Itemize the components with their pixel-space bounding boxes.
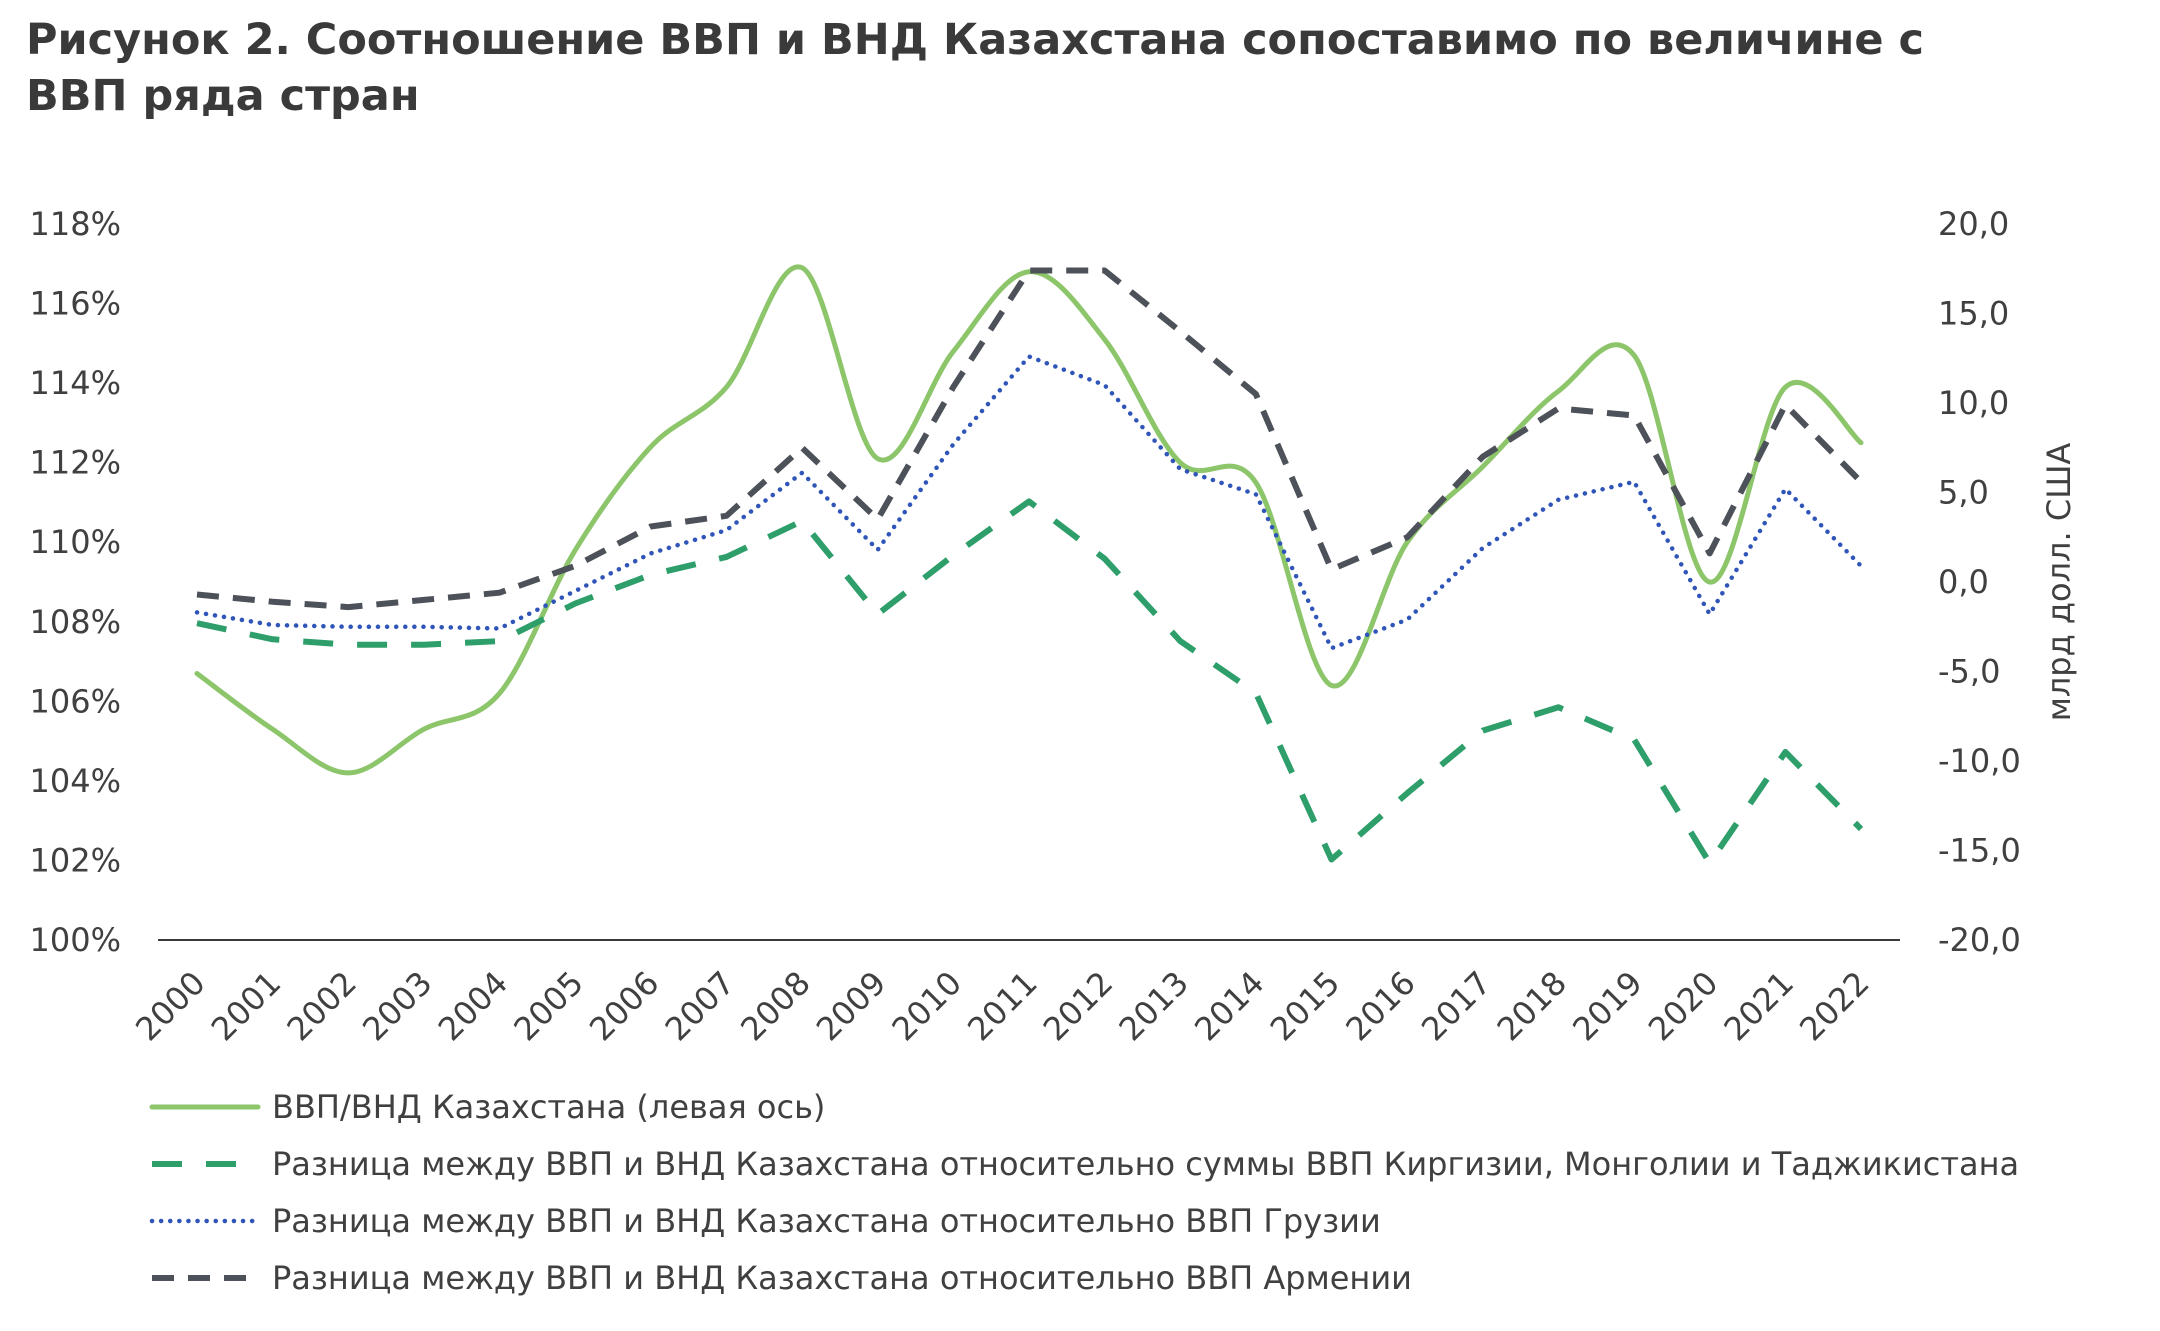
y-left-tick-label: 100%: [30, 921, 121, 959]
y-left-tick-label: 106%: [30, 682, 121, 720]
x-tick-label: 2013: [1111, 964, 1195, 1048]
x-tick-label: 2001: [204, 964, 288, 1048]
x-tick-label: 2000: [128, 964, 212, 1048]
y-right-tick-label: 15,0: [1938, 295, 2009, 333]
y-left-tick-label: 118%: [30, 205, 121, 243]
x-tick-label: 2005: [506, 964, 590, 1048]
y-right-tick-label: -15,0: [1938, 832, 2021, 870]
y-right-tick-label: -5,0: [1938, 653, 2000, 691]
x-tick-label: 2019: [1565, 964, 1649, 1048]
x-tick-label: 2008: [733, 964, 817, 1048]
y-left-tick-label: 104%: [30, 762, 121, 800]
x-tick-label: 2006: [582, 964, 666, 1048]
y-right-tick-label: -10,0: [1938, 742, 2021, 780]
legend-label-1: ВВП/ВНД Казахстана (левая ось): [272, 1088, 825, 1126]
x-tick-label: 2003: [355, 964, 439, 1048]
series-line-3: [194, 354, 1864, 651]
y-left-tick-label: 112%: [30, 444, 121, 482]
series-line-4: [196, 267, 1864, 611]
y-right-tick-label: -20,0: [1938, 921, 2021, 959]
x-tick-label: 2002: [279, 964, 363, 1048]
x-tick-label: 2004: [431, 964, 515, 1048]
y-left-tick-label: 114%: [30, 364, 121, 402]
x-tick-label: 2009: [809, 964, 893, 1048]
legend-label-4: Разница между ВВП и ВНД Казахстана относ…: [272, 1259, 1412, 1297]
legend: ВВП/ВНД Казахстана (левая ось) Разница ме…: [149, 1088, 2019, 1297]
x-tick-label: 2016: [1338, 964, 1422, 1048]
series-line-1: [194, 264, 1864, 776]
x-tick-label: 2010: [885, 964, 969, 1048]
x-tick-label: 2011: [960, 964, 1044, 1048]
series-layer: [194, 264, 1864, 866]
x-tick-label: 2007: [658, 964, 742, 1048]
y-left-tick-label: 110%: [30, 523, 121, 561]
chart-title: Рисунок 2. Соотношение ВВП и ВНД Казахст…: [26, 15, 1924, 121]
y-right-axis-title: млрд долл. США: [2040, 443, 2078, 722]
y-right-tick-label: 20,0: [1938, 205, 2009, 243]
axes: 100% 102% 104% 106% 108% 110% 112% 114% 116% 118%…: [30, 205, 2078, 1048]
series-line-2: [196, 498, 1864, 866]
x-tick-label: 2021: [1717, 964, 1801, 1048]
y-left-tick-label: 116%: [30, 285, 121, 323]
y-right-tick-label: 10,0: [1938, 384, 2009, 422]
x-tick-label: 2020: [1641, 964, 1725, 1048]
x-tick-label: 2014: [1187, 964, 1271, 1048]
x-tick-label: 2022: [1792, 964, 1876, 1048]
x-tick-label: 2017: [1414, 964, 1498, 1048]
legend-label-2: Разница между ВВП и ВНД Казахстана относ…: [272, 1145, 2019, 1183]
x-tick-label: 2015: [1263, 964, 1347, 1048]
x-tick-label: 2018: [1490, 964, 1574, 1048]
y-left-tick-label: 108%: [30, 603, 121, 641]
y-left-tick-label: 102%: [30, 841, 121, 879]
y-right-tick-label: 0,0: [1938, 563, 1989, 601]
x-tick-label: 2012: [1036, 964, 1120, 1048]
y-right-tick-label: 5,0: [1938, 474, 1989, 512]
legend-label-3: Разница между ВВП и ВНД Казахстана относ…: [272, 1202, 1381, 1240]
